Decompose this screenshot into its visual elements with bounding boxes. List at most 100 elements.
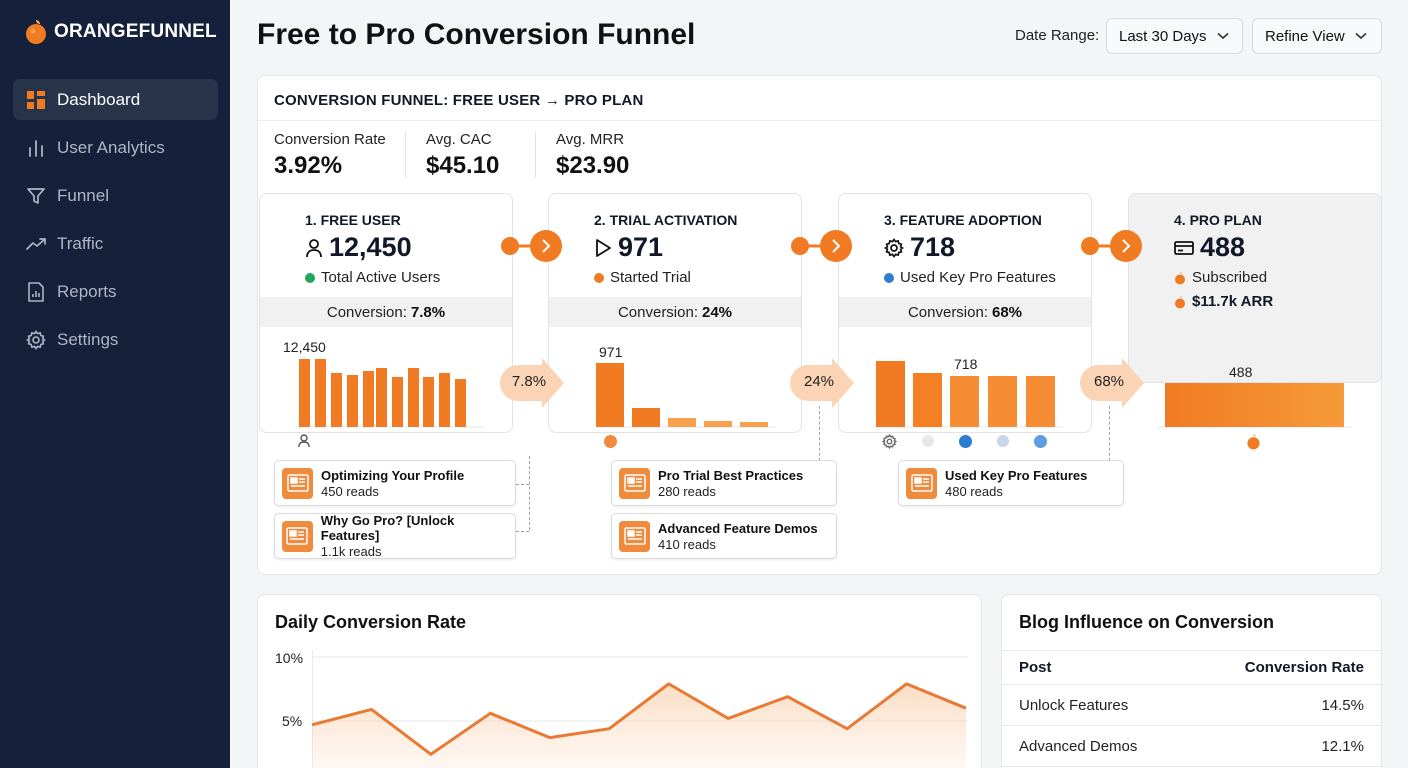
- metric-label: Conversion Rate: [274, 131, 386, 148]
- conversion-arrow: 7.8%: [500, 358, 564, 408]
- article-icon: [282, 467, 313, 499]
- next-stage-connector-icon[interactable]: [1079, 230, 1143, 262]
- table-cell-rate: 14.5%: [1321, 696, 1364, 714]
- sidebar-item-settings[interactable]: Settings: [13, 319, 218, 360]
- table-cell-post: Advanced Demos: [1019, 737, 1138, 755]
- sidebar-item-dashboard[interactable]: Dashboard: [13, 79, 218, 120]
- date-range-value: Last 30 Days: [1119, 27, 1207, 45]
- bar: [704, 421, 732, 427]
- conversion-label: Conversion:: [907, 303, 988, 321]
- credit-card-icon: [1174, 240, 1194, 255]
- user-icon: [306, 238, 322, 257]
- bar: [1165, 383, 1344, 427]
- gear-icon: [25, 329, 47, 351]
- stage-count-value: 488: [1200, 232, 1246, 262]
- blue-dot-icon: [959, 435, 972, 448]
- dashed-connector: [819, 406, 820, 461]
- bar: [376, 368, 387, 427]
- bar: [347, 375, 358, 427]
- sidebar-item-funnel[interactable]: Funnel: [13, 175, 218, 216]
- dot-icon: [997, 435, 1009, 447]
- dashed-connector: [529, 456, 530, 530]
- table-row[interactable]: Advanced Demos 12.1%: [1002, 726, 1381, 767]
- next-stage-connector-icon[interactable]: [499, 230, 563, 262]
- sidebar-item-label: Traffic: [57, 233, 104, 253]
- status-dot: [305, 272, 315, 283]
- stage-count-value: 718: [910, 232, 956, 262]
- series-area: [312, 683, 966, 768]
- sidebar-item-user-analytics[interactable]: User Analytics: [13, 127, 218, 168]
- y-tick-label: 5%: [282, 713, 303, 729]
- gear-icon: [884, 237, 904, 258]
- status-dot: [594, 272, 604, 283]
- metric-value: $23.90: [556, 152, 630, 179]
- article-icon: [619, 520, 650, 552]
- metric-avg-cac: Avg. CAC $45.10: [426, 131, 499, 180]
- sidebar-item-reports[interactable]: Reports: [13, 271, 218, 312]
- bar-chart-icon: [25, 137, 47, 159]
- bar: [363, 371, 374, 427]
- stage-title: 3. FEATURE ADOPTION: [884, 212, 1042, 228]
- blog-influence-card: Blog Influence on Conversion Post Conver…: [1001, 594, 1382, 768]
- trend-icon: [25, 233, 47, 255]
- sidebar-item-label: Funnel: [57, 185, 109, 205]
- conversion-value: 7.8%: [410, 303, 446, 321]
- sidebar-item-label: Settings: [57, 329, 119, 349]
- stage-subtitle: Used Key Pro Features: [884, 269, 1056, 286]
- metric-label: Avg. CAC: [426, 131, 492, 148]
- metric-avg-mrr: Avg. MRR $23.90: [556, 131, 629, 180]
- bar: [950, 376, 979, 427]
- column-header-rate: Conversion Rate: [1244, 659, 1364, 676]
- conversion-arrow: 24%: [790, 358, 854, 408]
- blog-card[interactable]: Pro Trial Best Practices 280 reads: [611, 460, 837, 506]
- refine-view-label: Refine View: [1265, 27, 1345, 45]
- column-header-post: Post: [1019, 659, 1052, 676]
- bar: [988, 376, 1017, 427]
- metric-value: $45.10: [426, 152, 500, 179]
- stage-arr-value: $11.7k ARR: [1192, 293, 1274, 310]
- blog-reads: 280 reads: [658, 483, 716, 499]
- stage-subtitle-text: Total Active Users: [321, 269, 441, 286]
- series-line: [312, 682, 967, 756]
- orange-logo-icon: [26, 20, 46, 44]
- dot-icon: [1034, 435, 1047, 448]
- bar: [455, 379, 466, 427]
- bar: [668, 418, 696, 427]
- conversion-arrow-label: 7.8%: [511, 373, 547, 390]
- sidebar-item-label: Dashboard: [57, 89, 141, 109]
- stage-count: 718: [884, 232, 955, 263]
- sidebar-item-label: User Analytics: [57, 137, 165, 157]
- bar: [913, 373, 942, 427]
- blog-card[interactable]: Advanced Feature Demos 410 reads: [611, 513, 837, 559]
- bar: [392, 377, 403, 427]
- orange-icon: [1247, 434, 1260, 450]
- dashed-connector: [1109, 406, 1110, 461]
- bar: [1026, 376, 1055, 427]
- stage-trial-activation[interactable]: 2. TRIAL ACTIVATION 971 Started Trial Co…: [548, 193, 802, 433]
- app-logo[interactable]: ORANGEFUNNEL: [24, 18, 217, 46]
- blog-reads: 450 reads: [321, 483, 379, 499]
- sidebar-item-traffic[interactable]: Traffic: [13, 223, 218, 264]
- table-header: Post Conversion Rate: [1002, 650, 1381, 685]
- funnel-icon: [25, 185, 47, 207]
- chevron-down-icon: [1217, 32, 1229, 40]
- next-stage-connector-icon[interactable]: [789, 230, 853, 262]
- table-row[interactable]: Unlock Features 14.5%: [1002, 685, 1381, 726]
- stage-title: 4. PRO PLAN: [1174, 212, 1262, 228]
- blog-card[interactable]: Used Key Pro Features 480 reads: [898, 460, 1124, 506]
- refine-view-dropdown[interactable]: Refine View: [1252, 18, 1382, 54]
- bar-value-label: 718: [954, 356, 978, 372]
- stage-subtitle: Started Trial: [594, 269, 691, 286]
- date-range-dropdown[interactable]: Last 30 Days: [1106, 18, 1243, 54]
- blog-card[interactable]: Why Go Pro? [Unlock Features] 1.1k reads: [274, 513, 516, 559]
- conversion-value: 68%: [992, 303, 1023, 321]
- daily-conversion-card: Daily Conversion Rate 10% 5%: [257, 594, 982, 768]
- conversion-arrow: 68%: [1080, 358, 1144, 408]
- sidebar: ORANGEFUNNEL Dashboard User Analytics: [0, 0, 230, 768]
- stage-pro-plan[interactable]: 4. PRO PLAN 488 Subscribed $11.7k ARR: [1128, 193, 1382, 383]
- article-icon: [282, 520, 313, 552]
- blog-title: Why Go Pro? [Unlock Features]: [320, 513, 455, 543]
- blog-card[interactable]: Optimizing Your Profile 450 reads: [274, 460, 516, 506]
- bar: [315, 359, 326, 427]
- chevron-down-icon: [1355, 32, 1367, 40]
